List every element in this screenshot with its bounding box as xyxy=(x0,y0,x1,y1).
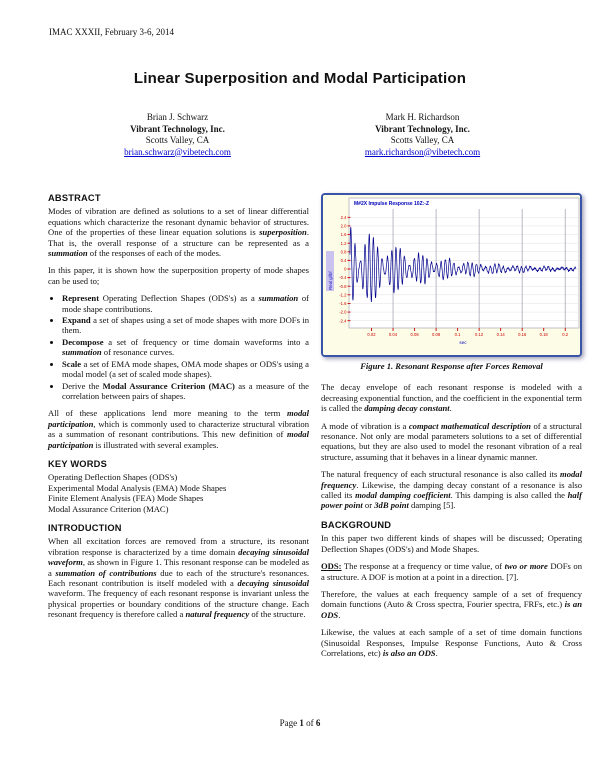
svg-text:0.04: 0.04 xyxy=(389,332,398,337)
background-paragraph-1: In this paper two different kinds of sha… xyxy=(321,533,582,554)
svg-text:0: 0 xyxy=(344,267,347,272)
author-city: Scotts Valley, CA xyxy=(390,135,455,145)
svg-text:0.08: 0.08 xyxy=(432,332,441,337)
svg-text:0.8: 0.8 xyxy=(341,249,347,254)
svg-text:Real g/lbf: Real g/lbf xyxy=(328,271,333,290)
svg-text:0.2: 0.2 xyxy=(562,332,568,337)
svg-text:1.6: 1.6 xyxy=(341,232,347,237)
svg-text:-0.8: -0.8 xyxy=(339,284,347,289)
therefore-paragraph: Therefore, the values at each frequency … xyxy=(321,588,582,620)
figure-1-frame: 2.4 2.0 1.6 1.2 0.8 0.4 0 -0.4 -0.8 -1.2 -1.6 -2.0 -… xyxy=(321,193,582,357)
abstract-paragraph-1: Modes of vibration are defined as soluti… xyxy=(48,206,309,259)
svg-text:0.06: 0.06 xyxy=(411,332,420,337)
svg-text:0.12: 0.12 xyxy=(475,332,484,337)
svg-text:2.0: 2.0 xyxy=(341,224,347,229)
svg-text:M#2X Impulse Response 10Z:-Z: M#2X Impulse Response 10Z:-Z xyxy=(354,201,429,207)
svg-text:0.4: 0.4 xyxy=(341,258,347,263)
author-name: Brian J. Schwarz xyxy=(146,112,209,122)
page-number: Page 1 of 6 xyxy=(279,718,321,728)
author-email-link[interactable]: brian.schwarz@vibetech.com xyxy=(124,146,231,157)
svg-text:0.14: 0.14 xyxy=(497,332,506,337)
svg-text:1.2: 1.2 xyxy=(341,241,347,246)
section-heading-introduction: INTRODUCTION xyxy=(48,522,122,533)
abstract-paragraph-2: In this paper, it is shown how the super… xyxy=(48,265,309,286)
author-affiliation: Vibrant Technology, Inc. xyxy=(375,123,470,134)
keyword-line: Finite Element Analysis (FEA) Mode Shape… xyxy=(48,493,204,504)
svg-text:-2.0: -2.0 xyxy=(339,310,347,315)
svg-text:0.18: 0.18 xyxy=(540,332,549,337)
figure-1-caption: Figure 1. Resonant Response after Forces… xyxy=(360,361,543,371)
paper-title: Linear Superposition and Modal Participa… xyxy=(133,70,467,87)
right-column: 2.4 2.0 1.6 1.2 0.8 0.4 0 -0.4 -0.8 -1.2 -1.6 -2.0 -… xyxy=(321,193,582,665)
author-block-1: Brian J. Schwarz Vibrant Technology, Inc… xyxy=(55,112,300,158)
bullet-item: Scale a set of EMA mode shapes, OMA mode… xyxy=(62,359,309,380)
mode-of-vibration-paragraph: A mode of vibration is a compact mathema… xyxy=(321,420,582,462)
svg-text:0.1: 0.1 xyxy=(455,332,461,337)
author-section: Brian J. Schwarz Vibrant Technology, Inc… xyxy=(55,112,545,158)
keyword-line: Experimental Modal Analysis (EMA) Mode S… xyxy=(48,482,227,493)
ods-definition-paragraph: ODS: The response at a frequency or time… xyxy=(321,561,582,582)
section-heading-abstract: ABSTRACT xyxy=(48,193,101,203)
figure-1-plot: 2.4 2.0 1.6 1.2 0.8 0.4 0 -0.4 -0.8 -1.2 -1.6 -2.0 -… xyxy=(323,195,580,355)
svg-text:-2.4: -2.4 xyxy=(339,318,347,323)
author-affiliation: Vibrant Technology, Inc. xyxy=(130,123,225,134)
bullet-item: Decompose a set of frequency or time dom… xyxy=(62,337,309,358)
svg-text:sec: sec xyxy=(459,340,467,345)
author-email-link[interactable]: mark.richardson@vibetech.com xyxy=(364,146,481,157)
keyword-line: Operating Deflection Shapes (ODS's) xyxy=(48,472,178,483)
svg-text:-1.6: -1.6 xyxy=(339,301,347,306)
natural-frequency-paragraph: The natural frequency of each structural… xyxy=(321,469,582,511)
decay-envelope-paragraph: The decay envelope of each resonant resp… xyxy=(321,382,582,414)
author-city: Scotts Valley, CA xyxy=(145,135,210,145)
bullet-item: Derive the Modal Assurance Criterion (MA… xyxy=(62,381,309,402)
abstract-paragraph-3: All of these applications lend more mean… xyxy=(48,408,309,450)
introduction-paragraph-1: When all excitation forces are removed f… xyxy=(48,536,310,620)
svg-text:2.4: 2.4 xyxy=(341,215,347,220)
section-heading-background: BACKGROUND xyxy=(321,519,392,530)
abstract-bullet-list: Represent Operating Deflection Shapes (O… xyxy=(48,293,309,401)
keywords-list: Operating Deflection Shapes (ODS's) Expe… xyxy=(48,472,309,514)
keyword-line: Modal Assurance Criterion (MAC) xyxy=(48,503,169,514)
svg-text:-0.4: -0.4 xyxy=(339,275,347,280)
likewise-paragraph: Likewise, the values at each sample of a… xyxy=(321,627,582,658)
left-column: ABSTRACT Modes of vibration are defined … xyxy=(48,193,309,665)
author-name: Mark H. Richardson xyxy=(385,112,460,122)
body-columns: ABSTRACT Modes of vibration are defined … xyxy=(48,193,582,665)
section-heading-keywords: KEY WORDS xyxy=(48,458,107,469)
svg-text:0.02: 0.02 xyxy=(367,332,376,337)
svg-text:-1.2: -1.2 xyxy=(339,292,347,297)
svg-text:0.16: 0.16 xyxy=(518,332,527,337)
author-block-2: Mark H. Richardson Vibrant Technology, I… xyxy=(300,112,545,158)
conference-header: IMAC XXXII, February 3-6, 2014 xyxy=(49,27,174,37)
bullet-item: Expand a set of shapes using a set of mo… xyxy=(62,315,309,336)
bullet-item: Represent Operating Deflection Shapes (O… xyxy=(62,293,309,314)
